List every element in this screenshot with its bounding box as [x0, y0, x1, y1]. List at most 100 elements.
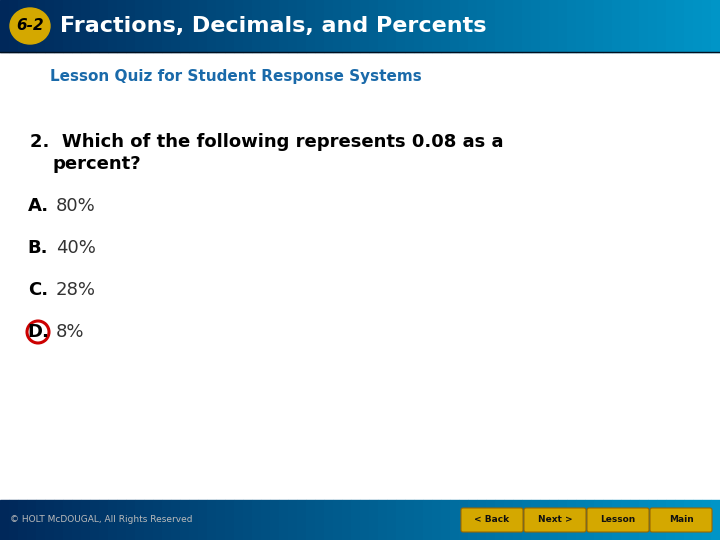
Polygon shape — [207, 500, 216, 540]
Polygon shape — [693, 500, 702, 540]
Polygon shape — [360, 500, 369, 540]
Text: 8%: 8% — [56, 323, 84, 341]
Polygon shape — [432, 500, 441, 540]
Polygon shape — [216, 500, 225, 540]
Polygon shape — [657, 0, 666, 52]
Polygon shape — [144, 500, 153, 540]
Polygon shape — [369, 0, 378, 52]
Polygon shape — [351, 500, 360, 540]
Polygon shape — [153, 0, 162, 52]
Polygon shape — [216, 0, 225, 52]
Polygon shape — [612, 500, 621, 540]
Polygon shape — [495, 500, 504, 540]
Polygon shape — [711, 0, 720, 52]
Polygon shape — [54, 0, 63, 52]
Polygon shape — [198, 500, 207, 540]
Polygon shape — [63, 500, 72, 540]
Polygon shape — [666, 500, 675, 540]
Polygon shape — [234, 500, 243, 540]
Polygon shape — [549, 0, 558, 52]
Polygon shape — [585, 0, 594, 52]
Polygon shape — [558, 500, 567, 540]
Ellipse shape — [10, 8, 50, 44]
Polygon shape — [486, 500, 495, 540]
FancyBboxPatch shape — [461, 508, 523, 532]
Polygon shape — [567, 0, 576, 52]
Polygon shape — [477, 500, 486, 540]
Polygon shape — [288, 0, 297, 52]
Polygon shape — [81, 500, 90, 540]
Polygon shape — [108, 500, 117, 540]
Polygon shape — [459, 0, 468, 52]
Text: 40%: 40% — [56, 239, 96, 257]
Text: 28%: 28% — [56, 281, 96, 299]
Polygon shape — [333, 500, 342, 540]
Polygon shape — [558, 0, 567, 52]
Polygon shape — [252, 0, 261, 52]
Polygon shape — [450, 0, 459, 52]
Polygon shape — [54, 500, 63, 540]
Polygon shape — [684, 500, 693, 540]
Polygon shape — [324, 500, 333, 540]
Polygon shape — [423, 500, 432, 540]
Polygon shape — [441, 500, 450, 540]
Polygon shape — [387, 500, 396, 540]
Polygon shape — [549, 500, 558, 540]
Polygon shape — [603, 500, 612, 540]
Polygon shape — [135, 0, 144, 52]
Polygon shape — [189, 0, 198, 52]
Polygon shape — [171, 0, 180, 52]
Polygon shape — [693, 0, 702, 52]
Text: 80%: 80% — [56, 197, 96, 215]
Polygon shape — [459, 500, 468, 540]
Text: Lesson: Lesson — [600, 516, 636, 524]
Polygon shape — [594, 0, 603, 52]
Polygon shape — [576, 500, 585, 540]
Polygon shape — [315, 0, 324, 52]
Polygon shape — [72, 500, 81, 540]
FancyBboxPatch shape — [650, 508, 712, 532]
Polygon shape — [711, 500, 720, 540]
Polygon shape — [387, 0, 396, 52]
Polygon shape — [108, 0, 117, 52]
Polygon shape — [333, 0, 342, 52]
Polygon shape — [243, 500, 252, 540]
Polygon shape — [468, 0, 477, 52]
Polygon shape — [513, 500, 522, 540]
Text: © HOLT McDOUGAL, All Rights Reserved: © HOLT McDOUGAL, All Rights Reserved — [10, 516, 192, 524]
Text: 2.  Which of the following represents 0.08 as a: 2. Which of the following represents 0.0… — [30, 133, 503, 151]
Polygon shape — [198, 0, 207, 52]
Polygon shape — [405, 500, 414, 540]
Text: C.: C. — [28, 281, 48, 299]
Polygon shape — [279, 500, 288, 540]
Polygon shape — [450, 500, 459, 540]
Polygon shape — [405, 0, 414, 52]
Polygon shape — [315, 500, 324, 540]
Polygon shape — [306, 500, 315, 540]
Polygon shape — [675, 500, 684, 540]
Polygon shape — [477, 0, 486, 52]
Polygon shape — [702, 0, 711, 52]
Polygon shape — [306, 0, 315, 52]
Polygon shape — [162, 500, 171, 540]
Polygon shape — [63, 0, 72, 52]
Polygon shape — [522, 500, 531, 540]
Polygon shape — [504, 500, 513, 540]
Text: Lesson Quiz for Student Response Systems: Lesson Quiz for Student Response Systems — [50, 70, 422, 84]
Polygon shape — [270, 0, 279, 52]
Polygon shape — [27, 500, 36, 540]
Polygon shape — [90, 0, 99, 52]
Polygon shape — [144, 0, 153, 52]
Text: Next >: Next > — [538, 516, 572, 524]
Polygon shape — [279, 0, 288, 52]
Polygon shape — [594, 500, 603, 540]
Polygon shape — [684, 0, 693, 52]
Polygon shape — [261, 500, 270, 540]
Polygon shape — [630, 0, 639, 52]
Polygon shape — [18, 500, 27, 540]
Polygon shape — [171, 500, 180, 540]
Polygon shape — [504, 0, 513, 52]
Polygon shape — [234, 0, 243, 52]
Text: D.: D. — [27, 323, 49, 341]
Polygon shape — [468, 500, 477, 540]
